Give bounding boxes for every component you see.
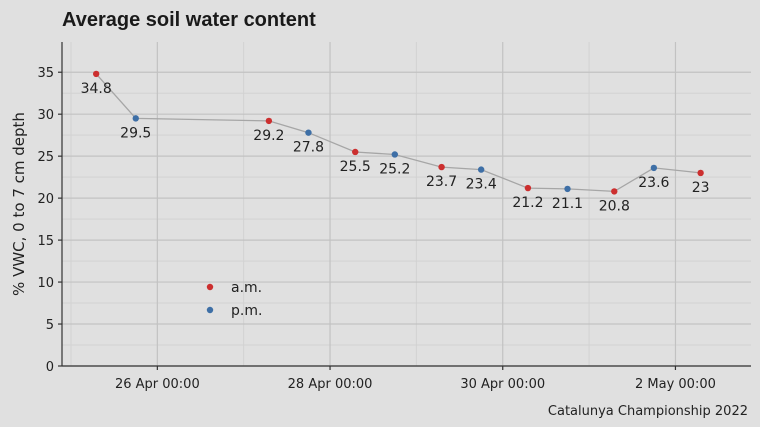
- data-label: 23.4: [466, 177, 497, 193]
- legend-label: p.m.: [231, 303, 262, 319]
- data-label: 29.2: [253, 128, 284, 144]
- y-tick-label: 35: [37, 66, 54, 81]
- y-axis-label: % VWC, 0 to 7 cm depth: [10, 112, 28, 296]
- data-point-am: [265, 117, 273, 125]
- data-point-pm: [391, 151, 399, 158]
- data-point-am: [697, 169, 704, 177]
- data-point-pm: [477, 166, 485, 173]
- data-points: [92, 70, 704, 195]
- data-label: 21.1: [552, 196, 583, 212]
- y-tick-label: 10: [37, 276, 54, 291]
- axes: 0 5 10 15 20 25 30 35 26 Apr 00:00 28 Apr 00:00 30…: [37, 42, 751, 392]
- x-tick-label: 28 Apr 00:00: [288, 377, 373, 392]
- x-tick-label: 2 May 00:00: [635, 377, 716, 392]
- y-tick-label: 5: [46, 318, 54, 333]
- data-point-pm: [132, 115, 139, 122]
- y-tick-label: 15: [37, 234, 54, 249]
- data-point-pm: [650, 164, 658, 172]
- data-point-am: [352, 148, 359, 156]
- data-label: 21.2: [512, 195, 543, 211]
- x-tick-label: 30 Apr 00:00: [460, 377, 545, 392]
- data-label: 23.7: [426, 174, 457, 190]
- y-tick-label: 30: [37, 108, 54, 123]
- legend-marker: [206, 306, 214, 314]
- data-point-am: [438, 163, 445, 171]
- data-label: 23: [692, 180, 710, 196]
- data-labels: 34.8 29.5 29.2 27.8 25.5 25.2 23.7 23.4 21.2 21.1…: [81, 81, 710, 215]
- data-label: 23.6: [638, 175, 669, 191]
- data-point-am: [92, 70, 100, 78]
- data-point-am: [524, 184, 532, 192]
- data-point-pm: [564, 185, 571, 193]
- grid: [62, 42, 751, 367]
- data-label: 25.5: [340, 159, 371, 175]
- y-tick-label: 0: [46, 360, 54, 375]
- data-label: 20.8: [599, 198, 630, 214]
- legend-marker: [206, 283, 214, 291]
- legend: a.m. p.m.: [206, 280, 262, 319]
- data-label: 29.5: [120, 125, 151, 141]
- data-label: 34.8: [81, 81, 112, 97]
- legend-label: a.m.: [231, 280, 262, 296]
- chart-title: Average soil water content: [62, 9, 316, 31]
- data-point-am: [611, 188, 618, 195]
- data-label: 27.8: [293, 140, 324, 156]
- caption: Catalunya Championship 2022: [548, 404, 748, 419]
- x-tick-label: 26 Apr 00:00: [115, 377, 200, 392]
- data-label: 25.2: [379, 161, 410, 177]
- data-point-pm: [305, 129, 312, 136]
- y-tick-label: 20: [37, 192, 54, 207]
- y-tick-label: 25: [37, 150, 54, 165]
